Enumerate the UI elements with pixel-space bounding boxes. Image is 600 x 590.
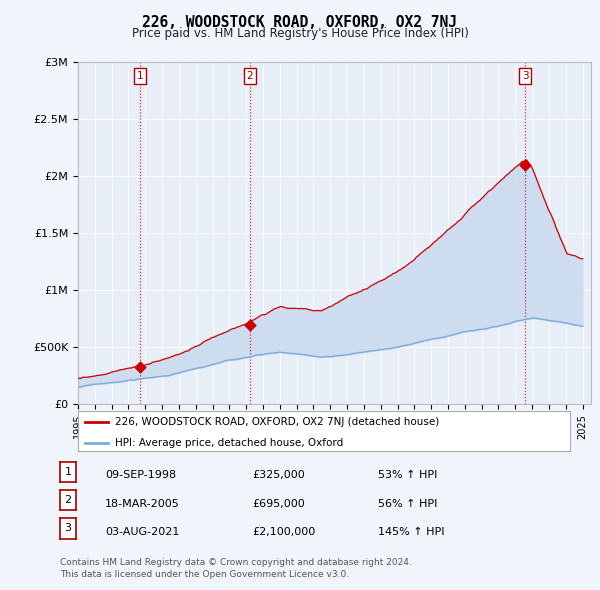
Text: £325,000: £325,000 xyxy=(252,470,305,480)
Text: 03-AUG-2021: 03-AUG-2021 xyxy=(105,527,179,537)
Point xyxy=(245,320,254,330)
Text: 2: 2 xyxy=(247,71,253,81)
Text: 1: 1 xyxy=(65,467,71,477)
Text: HPI: Average price, detached house, Oxford: HPI: Average price, detached house, Oxfo… xyxy=(115,438,343,448)
Text: 18-MAR-2005: 18-MAR-2005 xyxy=(105,499,180,509)
Text: 3: 3 xyxy=(522,71,529,81)
Text: 53% ↑ HPI: 53% ↑ HPI xyxy=(378,470,437,480)
Text: Contains HM Land Registry data © Crown copyright and database right 2024.
This d: Contains HM Land Registry data © Crown c… xyxy=(60,558,412,579)
Text: 226, WOODSTOCK ROAD, OXFORD, OX2 7NJ: 226, WOODSTOCK ROAD, OXFORD, OX2 7NJ xyxy=(143,15,458,30)
Text: 09-SEP-1998: 09-SEP-1998 xyxy=(105,470,176,480)
Text: £695,000: £695,000 xyxy=(252,499,305,509)
Point xyxy=(135,362,145,372)
Text: Price paid vs. HM Land Registry's House Price Index (HPI): Price paid vs. HM Land Registry's House … xyxy=(131,27,469,40)
Text: £2,100,000: £2,100,000 xyxy=(252,527,315,537)
Text: 2: 2 xyxy=(65,495,71,505)
Text: 3: 3 xyxy=(65,523,71,533)
Text: 226, WOODSTOCK ROAD, OXFORD, OX2 7NJ (detached house): 226, WOODSTOCK ROAD, OXFORD, OX2 7NJ (de… xyxy=(115,418,439,428)
Text: 145% ↑ HPI: 145% ↑ HPI xyxy=(378,527,445,537)
Text: 1: 1 xyxy=(137,71,143,81)
Text: 56% ↑ HPI: 56% ↑ HPI xyxy=(378,499,437,509)
Point xyxy=(520,160,530,169)
